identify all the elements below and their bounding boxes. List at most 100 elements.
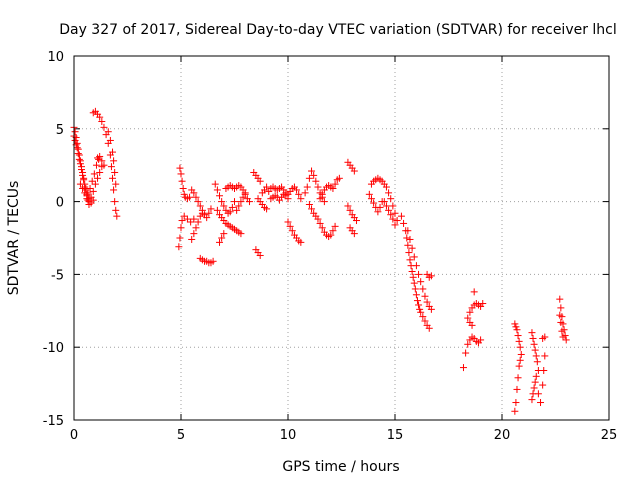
data-point (462, 349, 470, 357)
data-point (417, 278, 425, 286)
data-point (81, 189, 89, 197)
data-point (94, 174, 102, 182)
x-axis-label: GPS time / hours (282, 459, 399, 475)
data-point (76, 180, 84, 188)
tick-labels: 0 5 10 15 20 25 -15 -10 -5 0 5 10 (43, 50, 618, 443)
data-point (75, 155, 83, 163)
data-point (534, 390, 542, 398)
data-point (556, 311, 564, 319)
data-point (516, 343, 524, 351)
data-point (106, 136, 114, 144)
data-point (312, 177, 320, 185)
data-point (425, 324, 433, 332)
y-tick-label: -5 (51, 268, 64, 283)
data-point (192, 193, 200, 201)
data-point (517, 350, 525, 358)
data-point (91, 180, 99, 188)
data-point (421, 292, 429, 300)
data-point (557, 304, 565, 312)
data-point (186, 193, 194, 201)
data-point (365, 190, 373, 198)
data-point (180, 190, 188, 198)
data-point (320, 198, 328, 206)
data-point (531, 346, 539, 354)
data-point (183, 215, 191, 223)
data-point (344, 202, 352, 210)
data-point (198, 209, 206, 217)
data-point (284, 195, 292, 203)
data-point (177, 170, 185, 178)
data-point (79, 171, 87, 179)
data-point (389, 202, 397, 210)
data-point (316, 195, 324, 203)
data-point (541, 352, 549, 360)
y-axis-label: SDTVAR / TECUs (6, 181, 22, 296)
data-point (417, 308, 425, 316)
data-point (558, 327, 566, 335)
data-point (562, 336, 570, 344)
chart-title: Day 327 of 2017, Sidereal Day-to-day VTE… (59, 22, 617, 38)
x-tick-label: 5 (177, 428, 185, 443)
data-point (532, 372, 540, 380)
data-point (92, 161, 100, 169)
data-point (77, 166, 85, 174)
data-point (73, 144, 81, 152)
data-point (237, 230, 245, 238)
data-point (468, 321, 476, 329)
data-point (416, 305, 424, 313)
data-point (513, 326, 521, 334)
data-point (406, 235, 414, 243)
data-point (466, 308, 474, 316)
data-point (400, 219, 408, 227)
data-point (286, 222, 294, 230)
data-point (316, 219, 324, 227)
x-tick-label: 20 (494, 428, 511, 443)
data-point (415, 301, 423, 309)
data-point (241, 189, 249, 197)
data-point (530, 340, 538, 348)
data-point (194, 198, 202, 206)
data-point (329, 227, 337, 235)
data-point (256, 251, 264, 259)
data-point (188, 235, 196, 243)
data-point (404, 241, 412, 249)
data-point (187, 218, 195, 226)
data-point (178, 217, 186, 225)
data-point (288, 227, 296, 235)
data-point (410, 279, 418, 287)
data-point (216, 238, 224, 246)
data-point (421, 317, 429, 325)
data-point (89, 196, 97, 204)
data-point (376, 203, 384, 211)
data-point (556, 295, 564, 303)
data-point (297, 238, 305, 246)
data-point (464, 314, 472, 322)
data-point (305, 201, 313, 209)
data-point (209, 257, 217, 265)
data-point (532, 352, 540, 360)
data-point (539, 381, 547, 389)
data-point (245, 198, 253, 206)
x-tick-label: 0 (70, 428, 78, 443)
y-tick-label: 0 (56, 196, 64, 211)
data-point (104, 128, 112, 136)
plot-frame (73, 55, 610, 421)
data-point (470, 288, 478, 296)
data-point (301, 189, 309, 197)
data-point (415, 270, 423, 278)
data-point (380, 198, 388, 206)
data-point (530, 384, 538, 392)
data-point (408, 267, 416, 275)
data-point (479, 300, 487, 308)
x-tick-label: 25 (601, 428, 618, 443)
data-point (393, 217, 401, 225)
data-point (512, 323, 520, 331)
data-point (190, 215, 198, 223)
data-point (514, 332, 522, 340)
data-point (213, 206, 221, 214)
data-point (263, 183, 271, 191)
data-point (382, 202, 390, 210)
data-point (110, 157, 118, 165)
data-point (419, 313, 427, 321)
